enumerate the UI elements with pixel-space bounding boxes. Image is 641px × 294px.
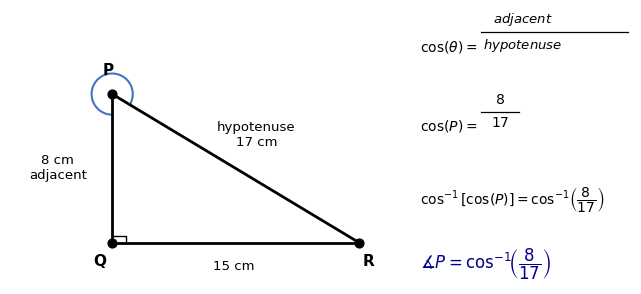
Text: $\cos(\theta)=$: $\cos(\theta)=$ [420, 39, 478, 55]
Text: 8 cm
adjacent: 8 cm adjacent [29, 153, 87, 182]
Text: $8$: $8$ [495, 93, 505, 107]
Text: $\cos^{-1}[\cos(P)]=\cos^{-1}\!\left(\dfrac{8}{17}\right)$: $\cos^{-1}[\cos(P)]=\cos^{-1}\!\left(\df… [420, 186, 604, 214]
Text: hypotenuse
17 cm: hypotenuse 17 cm [217, 121, 296, 149]
Text: $\cos(P)=$: $\cos(P)=$ [420, 118, 477, 134]
Text: $\mathit{hypotenuse}$: $\mathit{hypotenuse}$ [483, 37, 562, 54]
Text: $\mathit{adjacent}$: $\mathit{adjacent}$ [492, 11, 553, 28]
Text: $\measuredangle P=\mathrm{cos}^{-1}\!\left(\dfrac{8}{17}\right)$: $\measuredangle P=\mathrm{cos}^{-1}\!\le… [420, 247, 551, 282]
Text: $17$: $17$ [491, 116, 509, 130]
Point [354, 240, 364, 245]
Text: R: R [363, 254, 374, 269]
Point [107, 240, 117, 245]
Point [107, 92, 117, 96]
Text: P: P [102, 63, 113, 78]
Text: Q: Q [93, 254, 106, 269]
Text: 15 cm: 15 cm [213, 260, 254, 273]
